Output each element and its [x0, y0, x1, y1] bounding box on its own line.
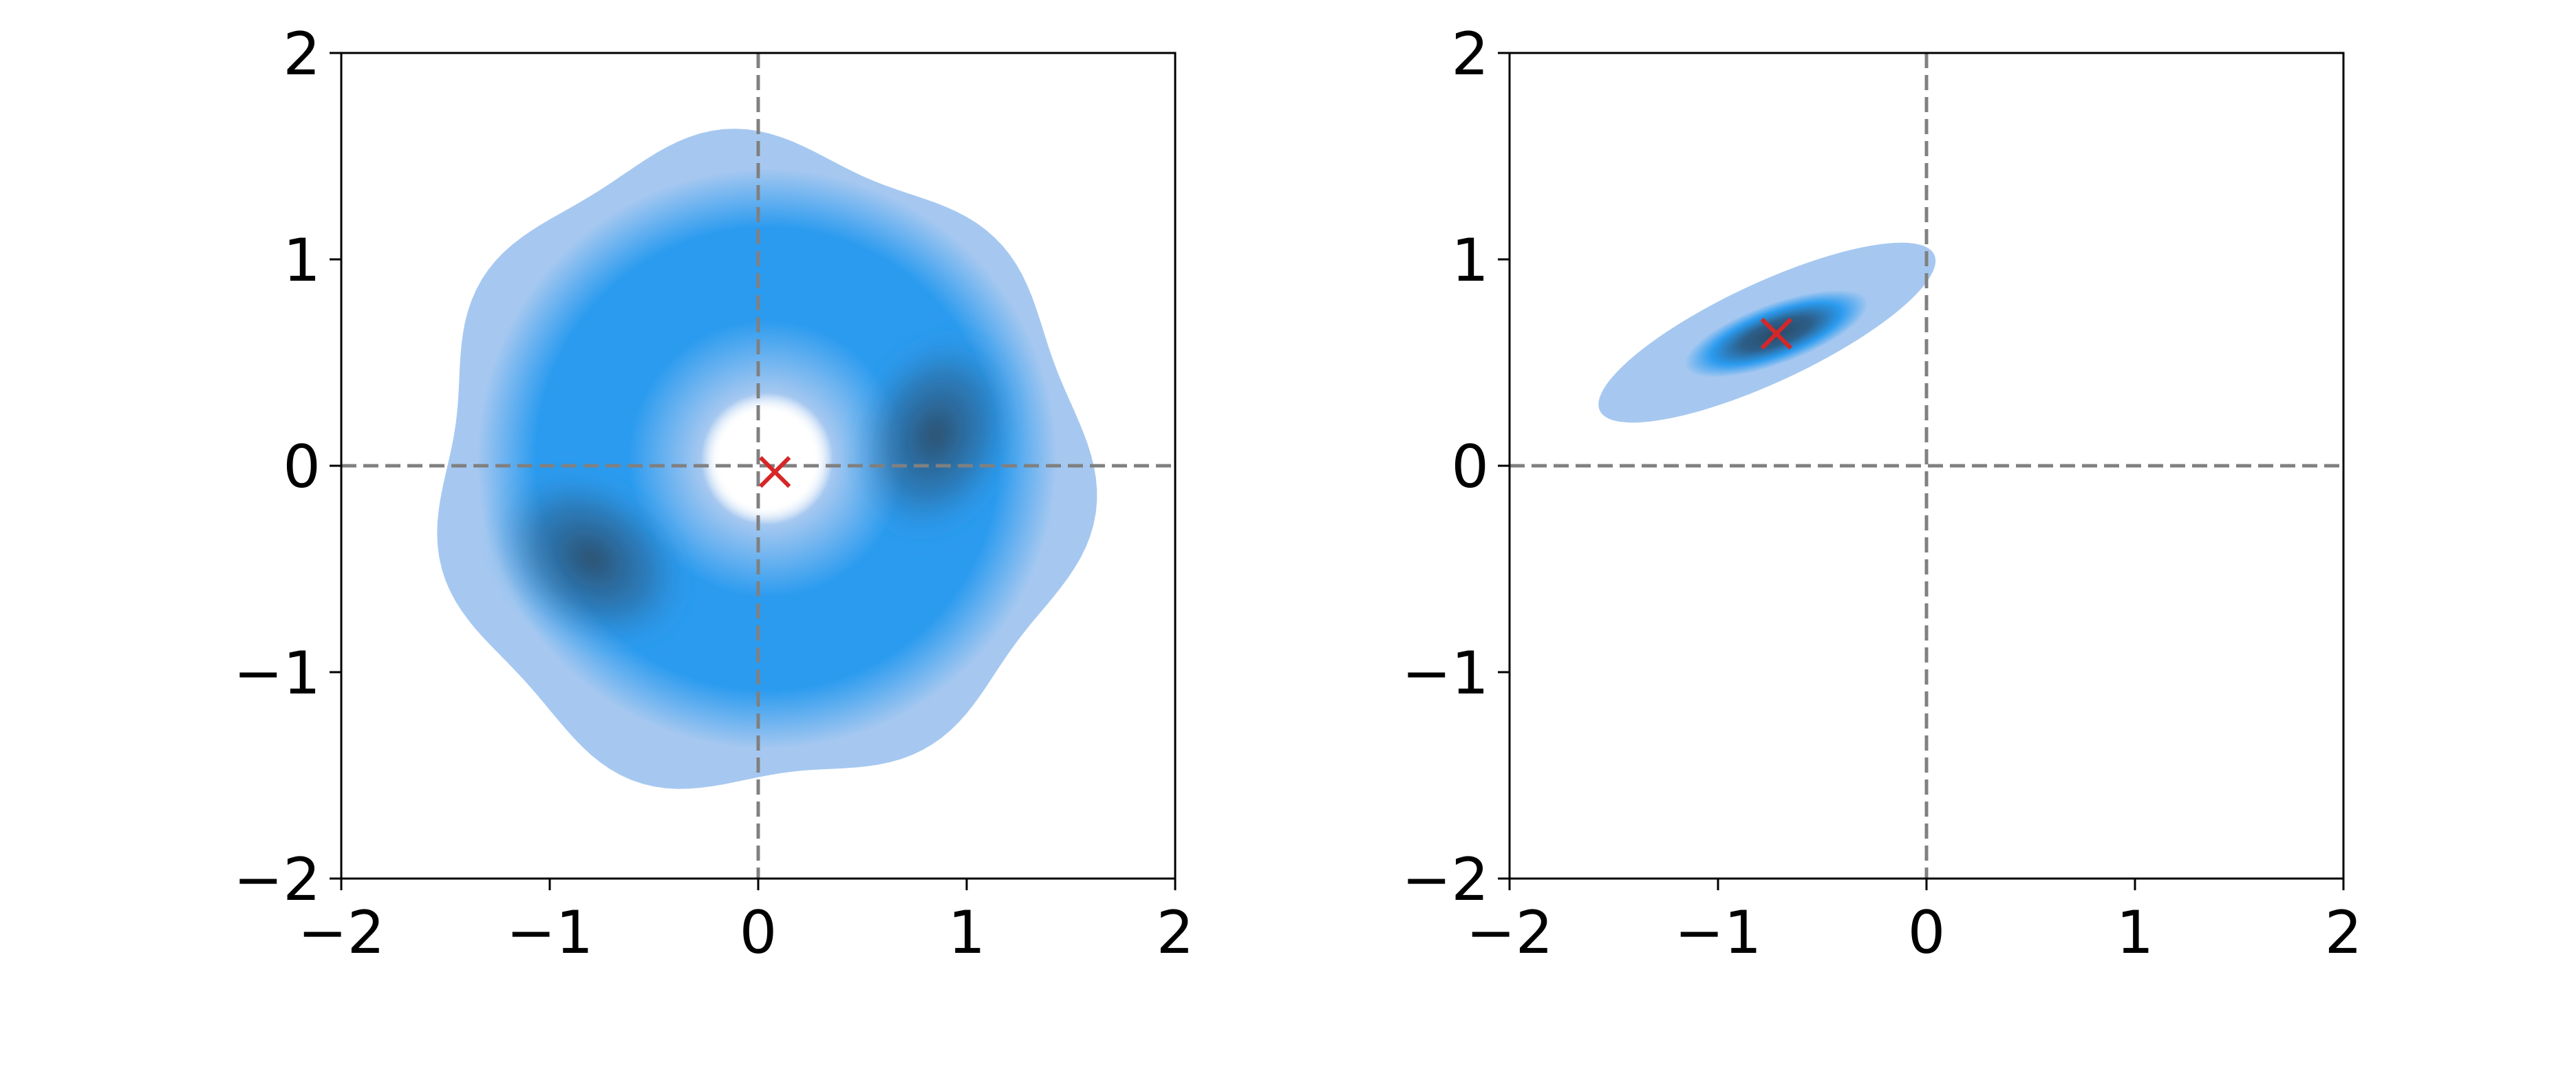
y-tick-label: 1 [283, 226, 321, 295]
x-tick-label: 2 [1157, 899, 1194, 967]
y-axis: −2 −1 0 1 2 [1402, 20, 1510, 914]
reference-lines [1510, 53, 2343, 879]
y-tick-label: 2 [1451, 20, 1489, 89]
y-tick-label: −1 [233, 639, 321, 708]
x-tick-label: −1 [506, 899, 594, 967]
y-tick-label: 2 [283, 20, 321, 89]
mean-marker [759, 455, 791, 488]
density-panel-left: −2 −1 0 1 2 −2 −1 0 1 2 [233, 20, 1194, 967]
y-tick-label: 1 [1451, 226, 1489, 295]
y-tick-label: 0 [283, 433, 321, 502]
x-tick-label: −2 [298, 899, 385, 967]
x-axis: −2 −1 0 1 2 [298, 879, 1194, 967]
x-axis: −2 −1 0 1 2 [1466, 879, 2363, 967]
mean-marker [1760, 317, 1792, 350]
marker-stroke [1760, 317, 1792, 350]
x-tick-label: 0 [1908, 899, 1946, 967]
ring-density [437, 129, 1097, 789]
x-tick-label: 1 [948, 899, 986, 967]
x-tick-label: 2 [2325, 899, 2363, 967]
reference-lines [341, 53, 1175, 879]
x-tick-label: −1 [1675, 899, 1762, 967]
density-peak [845, 323, 1026, 547]
density-panel-right: −2 −1 0 1 2 −2 −1 0 1 2 [1402, 20, 2362, 967]
y-axis: −2 −1 0 1 2 [233, 20, 341, 914]
x-tick-label: 1 [2116, 899, 2154, 967]
y-tick-label: 0 [1451, 433, 1489, 502]
y-tick-label: −2 [233, 846, 321, 914]
blob-density [1598, 242, 1936, 423]
x-tick-label: 0 [740, 899, 777, 967]
y-tick-label: −2 [1402, 846, 1489, 914]
x-tick-label: −2 [1466, 899, 1554, 967]
marker-stroke [759, 455, 791, 488]
density-peak [485, 462, 698, 656]
y-tick-label: −1 [1402, 639, 1489, 708]
